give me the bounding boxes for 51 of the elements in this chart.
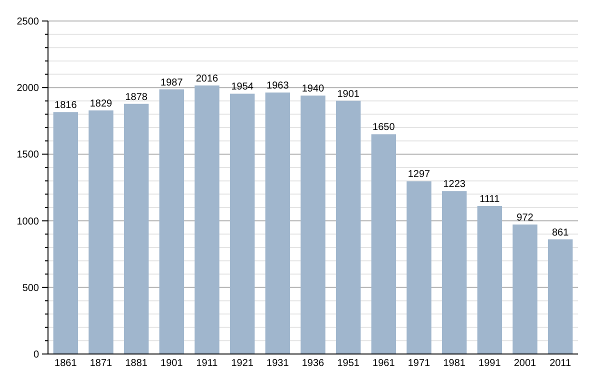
x-tick-label: 2011 [550,358,572,369]
x-tick-label: 1881 [125,358,148,369]
bar [159,89,184,354]
x-tick-label: 1911 [196,358,218,369]
x-tick-label: 1981 [443,358,466,369]
y-tick-label: 2500 [16,16,40,28]
data-label: 1297 [408,169,431,180]
data-label: 1816 [54,100,78,112]
bar [88,110,114,354]
data-label: 1829 [90,98,113,110]
data-label: 1940 [302,84,325,95]
data-label: 1223 [443,179,466,190]
bar [194,85,220,354]
bar [230,94,255,354]
data-label: 972 [516,212,534,224]
bar [371,134,396,354]
bar [442,191,467,354]
data-label: 1963 [266,80,290,92]
x-tick-label: 1871 [90,358,113,369]
data-label: 1901 [337,88,360,100]
y-tick-label: 1000 [16,216,40,228]
x-tick-label: 1961 [372,358,396,369]
y-tick-label: 1500 [16,150,40,161]
bar [265,92,290,354]
x-tick-label: 1861 [54,358,78,369]
bar [548,239,573,354]
bar [406,181,432,354]
bar [512,224,538,354]
bar [477,206,502,354]
data-label: 1954 [231,82,254,93]
x-tick-label: 1921 [231,358,254,369]
data-label: 861 [552,227,570,238]
x-tick-label: 1901 [160,358,184,369]
data-label: 1111 [480,194,500,206]
bar [124,104,149,354]
bar [300,96,326,354]
y-tick-label: 0 [33,350,40,360]
data-label: 1878 [125,92,148,103]
x-tick-label: 1931 [266,358,290,369]
data-label: 1987 [160,77,184,88]
data-label: 1650 [372,122,396,134]
x-tick-label: 1991 [478,358,502,369]
y-tick-label: 2000 [16,83,40,94]
x-tick-label: 2001 [514,358,537,369]
data-label: 2016 [196,73,219,84]
bar [336,100,361,354]
y-tick-label: 500 [22,282,40,294]
x-tick-label: 1936 [302,358,325,369]
x-tick-label: 1971 [408,358,431,369]
bar [53,112,78,354]
x-tick-label: 1951 [337,358,360,369]
